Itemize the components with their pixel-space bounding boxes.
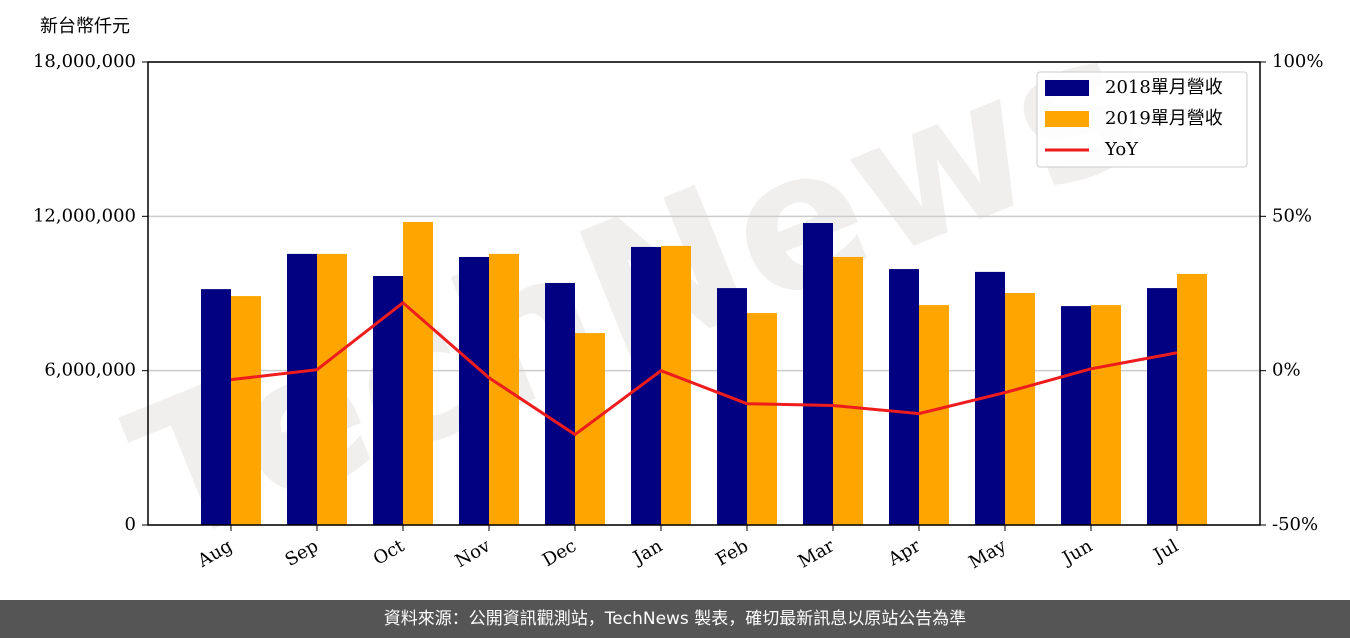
y-tick-label: 18,000,000 [33,51,136,72]
legend-swatch [1045,111,1089,127]
y-tick-label: 0 [125,514,136,535]
bar [201,289,231,525]
x-tick-label: Jul [1148,535,1182,567]
bar [373,276,403,525]
x-tick-label: Apr [884,535,924,570]
x-tick-label: Jan [628,535,666,569]
y2-tick-label: 100% [1272,51,1323,72]
bar [747,313,777,525]
chart: 新台幣仟元 TechNews06,000,00012,000,00018,000… [33,0,1324,588]
y2-tick-label: 0% [1272,360,1301,381]
y2-tick-label: 50% [1272,205,1312,226]
bar [661,245,691,526]
bar [1091,305,1121,525]
bar [1005,292,1035,525]
bar [803,223,833,525]
x-tick-label: Nov [452,535,495,572]
legend-swatch [1045,80,1089,96]
y-tick-label: 6,000,000 [44,360,136,381]
y2-tick-label: -50% [1272,514,1318,535]
bar [459,256,489,525]
bar [1147,288,1177,525]
bar [631,246,661,525]
y-axis-label: 新台幣仟元 [40,16,130,37]
x-tick-label: Feb [712,535,752,570]
bar [717,288,747,525]
plot-frame [147,61,1261,526]
bar [919,305,949,525]
x-tick-label: May [965,535,1010,573]
x-tick-label: Oct [370,535,409,570]
legend-label: 2019單月營收 [1105,108,1223,129]
legend-box [1036,71,1248,168]
legend-label: 2018單月營收 [1105,77,1223,98]
bar [1177,273,1207,525]
y-tick-label: 12,000,000 [33,205,136,226]
bar [287,253,317,526]
bar [545,282,575,525]
x-tick-label: Dec [539,535,580,571]
legend-label: YoY [1104,139,1139,160]
bar [317,253,347,526]
bar [575,333,605,525]
x-tick-label: Jun [1057,535,1096,570]
bar [1061,306,1091,525]
x-tick-label: Mar [795,535,839,572]
bar [833,256,863,525]
bar [403,221,433,525]
bar [889,269,919,525]
footer: 資料來源：公開資訊觀測站，TechNews 製表，確切最新訊息以原站公告為準 [0,600,1350,638]
yoy-line [230,300,1178,437]
bar [231,296,261,525]
